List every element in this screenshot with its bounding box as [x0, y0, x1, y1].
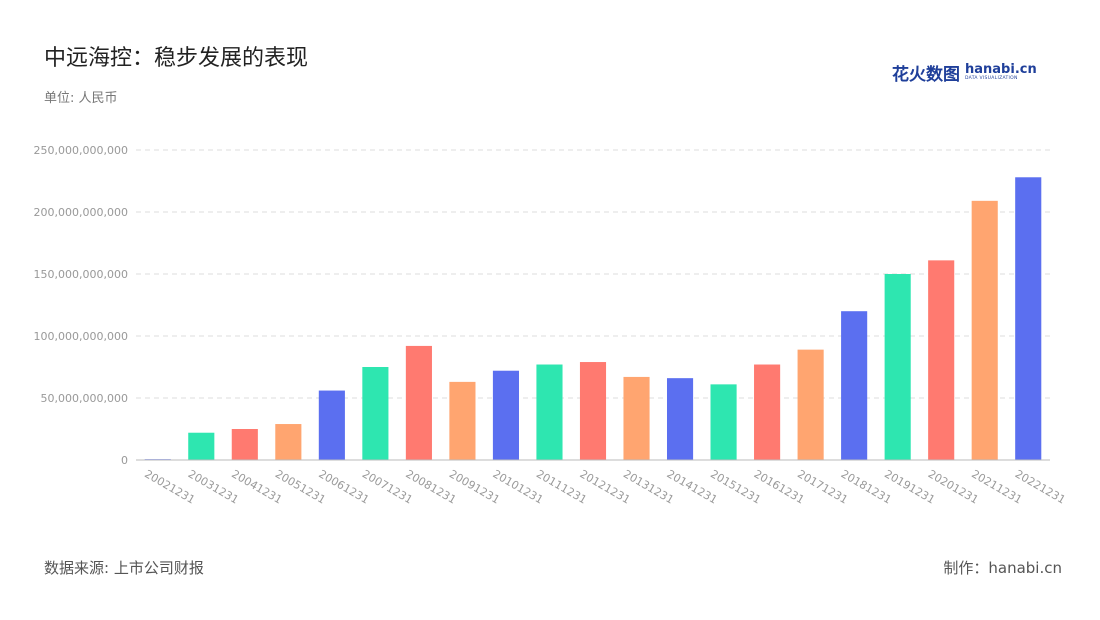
- logo-en-block: hanabi.cn DATA VISUALIZATION: [965, 63, 1037, 82]
- bar-20091231: [449, 381, 476, 460]
- bar-20121231: [579, 362, 607, 460]
- bar-20181231: [841, 311, 868, 460]
- y-tick-label: 100,000,000,000: [34, 330, 128, 343]
- data-source: 数据来源: 上市公司财报: [44, 559, 204, 577]
- bar-20221231: [1015, 177, 1042, 460]
- grid-lines: [136, 149, 1050, 399]
- x-axis-ticks: 2002123120031231200412312005123120061231…: [142, 467, 1067, 506]
- y-tick-label: 250,000,000,000: [34, 144, 128, 157]
- y-tick-label: 150,000,000,000: [34, 268, 128, 281]
- y-axis-ticks: 0 50,000,000,000 100,000,000,000 150,000,00…: [34, 144, 128, 467]
- bar-20111231: [536, 364, 563, 460]
- bar-20211231: [971, 200, 998, 460]
- bar-20051231: [275, 424, 302, 460]
- bar-20161231: [754, 364, 781, 460]
- bar-20071231: [362, 367, 389, 460]
- logo-en-text: hanabi.cn: [965, 61, 1037, 77]
- bar-20031231: [188, 432, 215, 460]
- bar-20081231: [405, 345, 432, 460]
- bar-20171231: [797, 349, 824, 460]
- y-tick-label: 0: [121, 454, 128, 467]
- logo-en-subtext: DATA VISUALIZATION: [965, 75, 1018, 81]
- unit-label: 单位: 人民币: [44, 91, 118, 106]
- bar-20141231: [666, 378, 694, 460]
- y-tick-label: 200,000,000,000: [34, 206, 128, 219]
- bar-20201231: [928, 260, 955, 460]
- bar-20151231: [710, 384, 737, 460]
- brand-logo: 花火数图 hanabi.cn DATA VISUALIZATION: [892, 60, 1037, 85]
- chart-title: 中远海控：稳步发展的表现: [44, 46, 309, 71]
- bar-20101231: [492, 370, 520, 460]
- bar-20061231: [318, 390, 345, 460]
- y-tick-label: 50,000,000,000: [41, 392, 128, 405]
- maker-credit: 制作：hanabi.cn: [943, 559, 1062, 577]
- bars: [144, 177, 1042, 460]
- bar-20041231: [231, 429, 258, 460]
- bar-20131231: [623, 376, 650, 460]
- bar-20191231: [884, 274, 911, 460]
- logo-cn-text: 花火数图: [892, 64, 960, 85]
